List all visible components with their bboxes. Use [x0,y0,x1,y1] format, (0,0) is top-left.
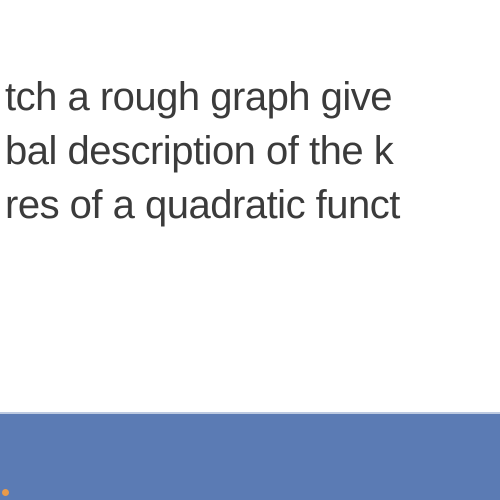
slide-line-1: tch a rough graph give [5,70,495,124]
slide-line-3: res of a quadratic funct [5,178,495,232]
slide-line-2: bal description of the k [5,124,495,178]
slide-text-container: tch a rough graph give bal description o… [0,70,500,232]
corner-dot-icon [2,489,9,496]
bottom-accent-bar [0,412,500,500]
